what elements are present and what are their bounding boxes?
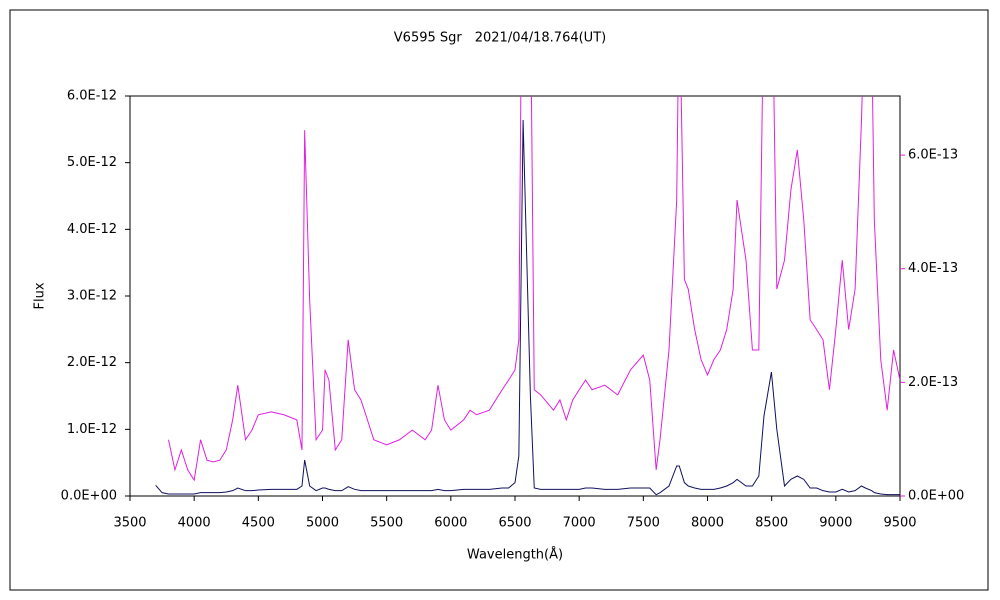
x-tick-label: 6000 xyxy=(434,516,467,531)
y-tick-label: 6.0E-12 xyxy=(67,89,117,104)
y-tick-label: 0.0E+00 xyxy=(61,489,117,504)
spectrum-line xyxy=(155,119,900,496)
x-tick-label: 9000 xyxy=(819,516,852,531)
x-tick-label: 5000 xyxy=(306,516,339,531)
x-tick-label: 9500 xyxy=(883,516,916,531)
y-tick-label: 4.0E-12 xyxy=(67,222,117,237)
spectrum-line xyxy=(168,96,900,482)
x-tick-label: 4000 xyxy=(178,516,211,531)
plot-area xyxy=(129,95,901,497)
x-tick-label: 6500 xyxy=(498,516,531,531)
y2-tick-label: 4.0E-13 xyxy=(908,261,958,276)
x-tick-label: 5500 xyxy=(370,516,403,531)
y-axis-title: Flux xyxy=(33,282,48,309)
x-tick-label: 4500 xyxy=(242,516,275,531)
x-axis-title: Wavelength(Å) xyxy=(467,547,563,563)
x-tick-label: 8000 xyxy=(691,516,724,531)
x-tick-label: 8500 xyxy=(755,516,788,531)
y2-tick-label: 6.0E-13 xyxy=(908,148,958,163)
y-tick-label: 1.0E-12 xyxy=(67,422,117,437)
y-tick-label: 5.0E-12 xyxy=(67,155,117,170)
y-tick-label: 2.0E-12 xyxy=(67,355,117,370)
y2-tick-label: 2.0E-13 xyxy=(908,375,958,390)
y-tick-label: 3.0E-12 xyxy=(67,289,117,304)
x-tick-label: 7500 xyxy=(627,516,660,531)
y2-tick-label: 0.0E+00 xyxy=(908,489,964,504)
plot-marks xyxy=(155,96,900,496)
chart-title: V6595 Sgr 2021/04/18.764(UT) xyxy=(394,31,606,46)
x-tick-label: 7000 xyxy=(563,516,596,531)
x-tick-label: 3500 xyxy=(113,516,146,531)
